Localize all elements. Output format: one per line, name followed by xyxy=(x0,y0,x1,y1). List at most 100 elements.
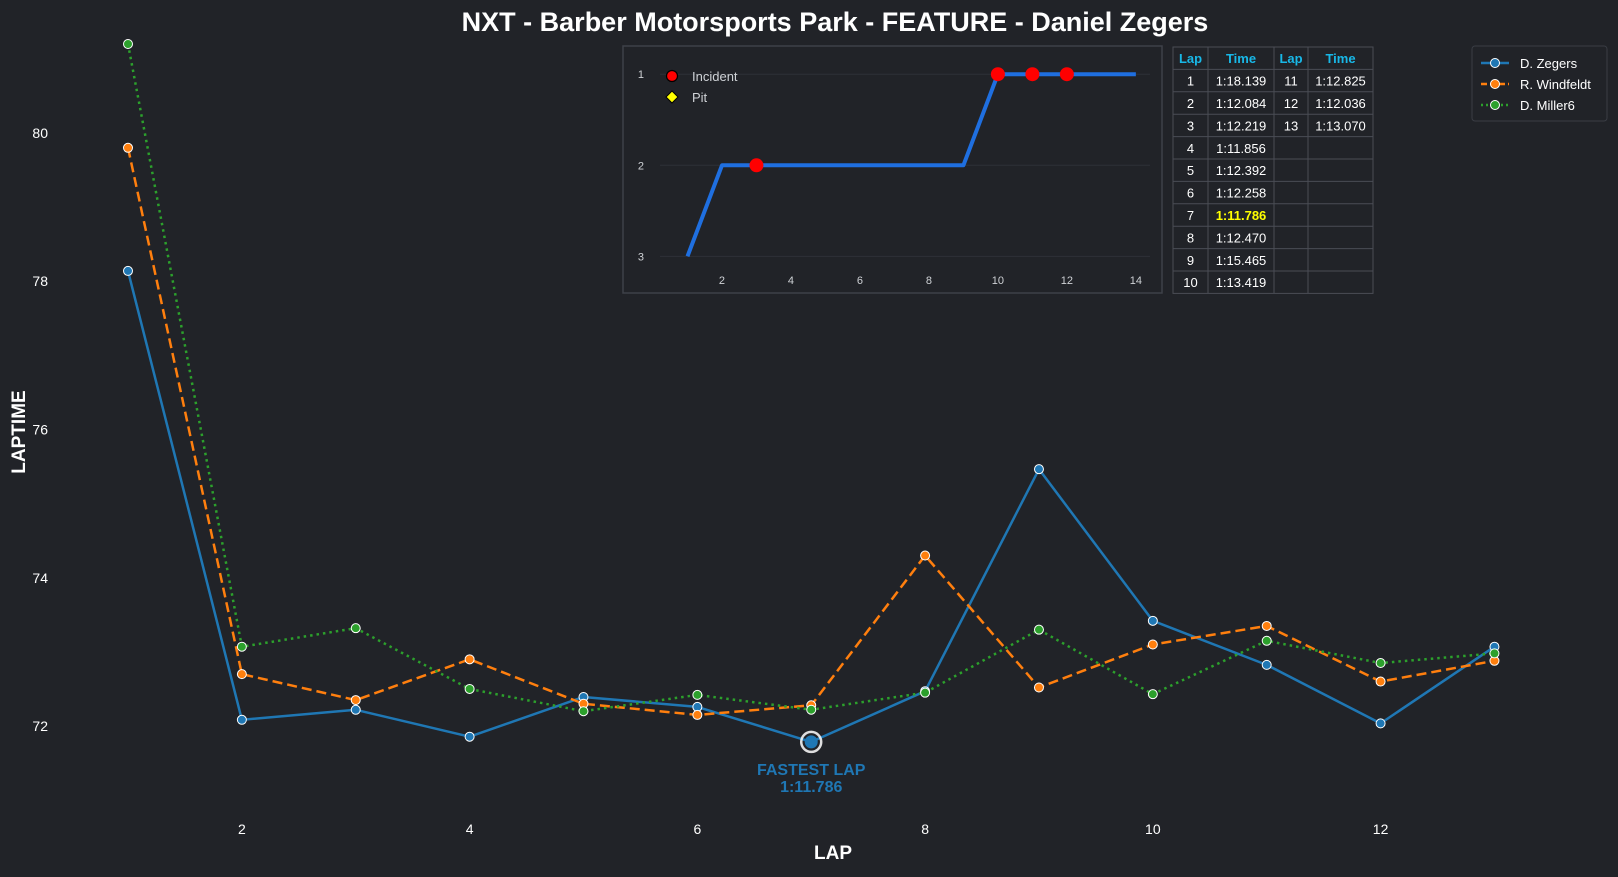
fastest-lap-marker xyxy=(804,735,818,749)
data-point-d-zegers xyxy=(123,265,133,276)
table-cell: 10 xyxy=(1183,275,1197,290)
table-cell: 1:11.856 xyxy=(1216,141,1266,156)
fastest-lap-time: 1:11.786 xyxy=(780,779,842,796)
inset-y-tick-label: 3 xyxy=(638,251,644,263)
data-point-r-windfeldt xyxy=(464,654,475,665)
x-tick-label: 12 xyxy=(1373,821,1389,837)
data-point-r-windfeldt xyxy=(1147,639,1158,650)
legend-label: D. Miller6 xyxy=(1520,98,1575,113)
incident-marker xyxy=(990,67,1005,82)
inset-x-tick-label: 2 xyxy=(719,275,725,287)
data-point-r-windfeldt xyxy=(123,142,133,153)
data-point-r-windfeldt xyxy=(692,709,703,720)
legend-frame xyxy=(1471,45,1608,122)
table-cell: 1 xyxy=(1187,74,1194,89)
table-cell: 8 xyxy=(1187,230,1194,245)
table-cell: 1:12.392 xyxy=(1216,163,1267,178)
data-point-d-zegers xyxy=(236,714,247,725)
inset-legend-incident-marker xyxy=(665,69,679,83)
y-tick-label: 72 xyxy=(32,718,48,734)
data-point-d-miller6 xyxy=(350,623,361,634)
table-cell: 11 xyxy=(1284,74,1298,89)
data-point-d-miller6 xyxy=(920,687,931,698)
data-point-d-miller6 xyxy=(1033,624,1044,635)
data-point-d-miller6 xyxy=(464,683,475,694)
y-tick-label: 80 xyxy=(32,125,48,141)
data-point-d-miller6 xyxy=(578,706,589,717)
x-tick-label: 2 xyxy=(238,821,246,837)
table-cell: 5 xyxy=(1187,163,1194,178)
data-point-d-miller6 xyxy=(1375,658,1386,669)
inset-y-tick-label: 2 xyxy=(638,160,644,172)
fastest-lap-label: FASTEST LAP xyxy=(757,762,866,779)
data-point-r-windfeldt xyxy=(1261,620,1272,631)
incident-marker xyxy=(749,158,764,173)
table-cell-best-time: 1:11.786 xyxy=(1216,208,1267,223)
data-point-d-zegers xyxy=(1033,464,1044,475)
inset-x-tick-label: 6 xyxy=(857,275,863,287)
fastest-lap-ring xyxy=(799,730,823,754)
legend-marker xyxy=(1490,79,1500,89)
data-point-r-windfeldt xyxy=(236,669,247,680)
data-point-r-windfeldt xyxy=(350,695,361,706)
table-cell: 13 xyxy=(1284,118,1298,133)
table-cell: 4 xyxy=(1187,141,1194,156)
data-point-r-windfeldt xyxy=(1375,676,1386,687)
x-tick-label: 8 xyxy=(921,821,929,837)
x-tick-label: 10 xyxy=(1145,821,1161,837)
x-tick-label: 6 xyxy=(693,821,701,837)
data-point-d-miller6 xyxy=(1489,648,1500,659)
x-tick-label: 4 xyxy=(466,821,474,837)
table-header-cell: Time xyxy=(1325,51,1355,66)
table-frame xyxy=(1172,46,1374,294)
inset-x-tick-label: 10 xyxy=(992,275,1004,287)
lap-time-table: Lap Time Lap Time 1 1:18.139 11 1:12.825 2 1:12.0… xyxy=(1172,46,1374,294)
data-point-d-miller6 xyxy=(123,39,133,49)
main-x-ticks: 2 4 6 8 10 12 xyxy=(238,821,1389,837)
legend-marker xyxy=(1490,100,1500,110)
data-point-d-miller6 xyxy=(1261,635,1272,646)
main-legend: D. Zegers R. Windfeldt D. Miller6 xyxy=(1471,45,1608,122)
inset-x-tick-label: 8 xyxy=(926,275,932,287)
table-cell: 1:12.258 xyxy=(1216,186,1267,201)
main-y-ticks: 72 74 76 78 80 xyxy=(32,125,48,734)
table-cell: 7 xyxy=(1187,208,1194,223)
table-cell: 1:12.036 xyxy=(1315,96,1366,111)
data-point-d-zegers xyxy=(350,704,361,715)
legend-label: D. Zegers xyxy=(1520,56,1578,71)
table-cell: 1:15.465 xyxy=(1216,253,1267,268)
inset-legend-label: Pit xyxy=(692,90,708,105)
table-cell: 1:13.419 xyxy=(1216,275,1267,290)
y-tick-label: 76 xyxy=(32,422,48,438)
data-point-d-miller6 xyxy=(1147,689,1158,700)
incident-marker xyxy=(1059,67,1074,82)
inset-y-tick-label: 1 xyxy=(638,69,644,81)
table-header-cell: Time xyxy=(1226,51,1256,66)
x-axis-label: LAP xyxy=(814,843,852,864)
data-point-d-miller6 xyxy=(236,641,247,652)
table-cell: 1:13.070 xyxy=(1315,118,1366,133)
y-axis-label: LAPTIME xyxy=(9,390,30,473)
inset-legend-pit-marker xyxy=(665,90,679,104)
table-cell: 9 xyxy=(1187,253,1194,268)
inset-legend-label: Incident xyxy=(692,69,738,84)
table-cell: 1:12.219 xyxy=(1216,118,1267,133)
y-tick-label: 74 xyxy=(32,570,48,586)
inset-x-tick-label: 14 xyxy=(1130,275,1142,287)
table-cell: 1:12.470 xyxy=(1216,230,1267,245)
incident-marker xyxy=(1025,67,1040,82)
table-cell: 1:12.825 xyxy=(1315,74,1366,89)
table-cell: 3 xyxy=(1187,118,1194,133)
legend-marker xyxy=(1490,58,1500,68)
table-cell: 12 xyxy=(1284,96,1298,111)
table-cell: 2 xyxy=(1187,96,1194,111)
data-point-d-miller6 xyxy=(806,704,817,715)
y-tick-label: 78 xyxy=(32,273,48,289)
table-cell: 1:12.084 xyxy=(1216,96,1267,111)
table-header-cell: Lap xyxy=(1179,51,1202,66)
inset-x-tick-label: 12 xyxy=(1061,275,1073,287)
